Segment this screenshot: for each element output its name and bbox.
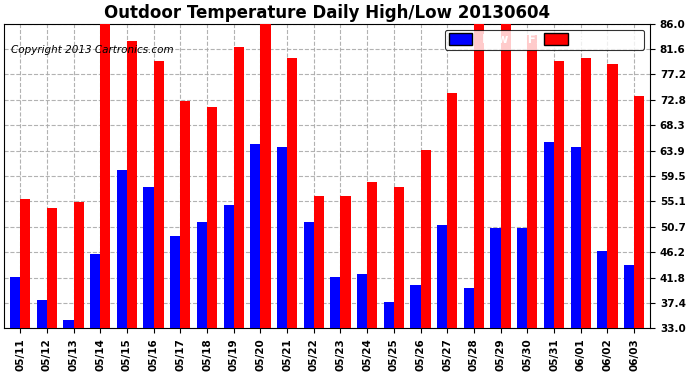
Bar: [421, 150, 431, 328]
Bar: [304, 222, 314, 328]
Bar: [331, 276, 340, 328]
Bar: [277, 147, 287, 328]
Bar: [464, 288, 474, 328]
Bar: [63, 320, 74, 328]
Bar: [314, 196, 324, 328]
Bar: [634, 96, 644, 328]
Bar: [20, 199, 30, 328]
Bar: [287, 58, 297, 328]
Bar: [527, 35, 538, 328]
Bar: [90, 254, 100, 328]
Bar: [598, 251, 607, 328]
Bar: [518, 228, 527, 328]
Bar: [394, 188, 404, 328]
Bar: [447, 93, 457, 328]
Bar: [74, 202, 83, 328]
Bar: [117, 170, 127, 328]
Bar: [491, 228, 501, 328]
Bar: [170, 236, 180, 328]
Bar: [411, 285, 421, 328]
Bar: [144, 188, 154, 328]
Legend: Low  (°F), High  (°F): Low (°F), High (°F): [445, 30, 644, 50]
Bar: [127, 41, 137, 328]
Bar: [224, 205, 234, 328]
Bar: [250, 144, 260, 328]
Bar: [234, 47, 244, 328]
Bar: [207, 107, 217, 328]
Bar: [624, 265, 634, 328]
Bar: [100, 24, 110, 328]
Bar: [581, 58, 591, 328]
Bar: [340, 196, 351, 328]
Bar: [554, 61, 564, 328]
Text: Copyright 2013 Cartronics.com: Copyright 2013 Cartronics.com: [10, 45, 173, 55]
Bar: [501, 24, 511, 328]
Title: Outdoor Temperature Daily High/Low 20130604: Outdoor Temperature Daily High/Low 20130…: [104, 4, 550, 22]
Bar: [571, 147, 581, 328]
Bar: [544, 141, 554, 328]
Bar: [37, 300, 47, 328]
Bar: [197, 222, 207, 328]
Bar: [154, 61, 164, 328]
Bar: [357, 274, 367, 328]
Bar: [180, 101, 190, 328]
Bar: [10, 276, 20, 328]
Bar: [260, 24, 270, 328]
Bar: [367, 182, 377, 328]
Bar: [474, 24, 484, 328]
Bar: [437, 225, 447, 328]
Bar: [607, 64, 618, 328]
Bar: [384, 302, 394, 328]
Bar: [47, 208, 57, 328]
